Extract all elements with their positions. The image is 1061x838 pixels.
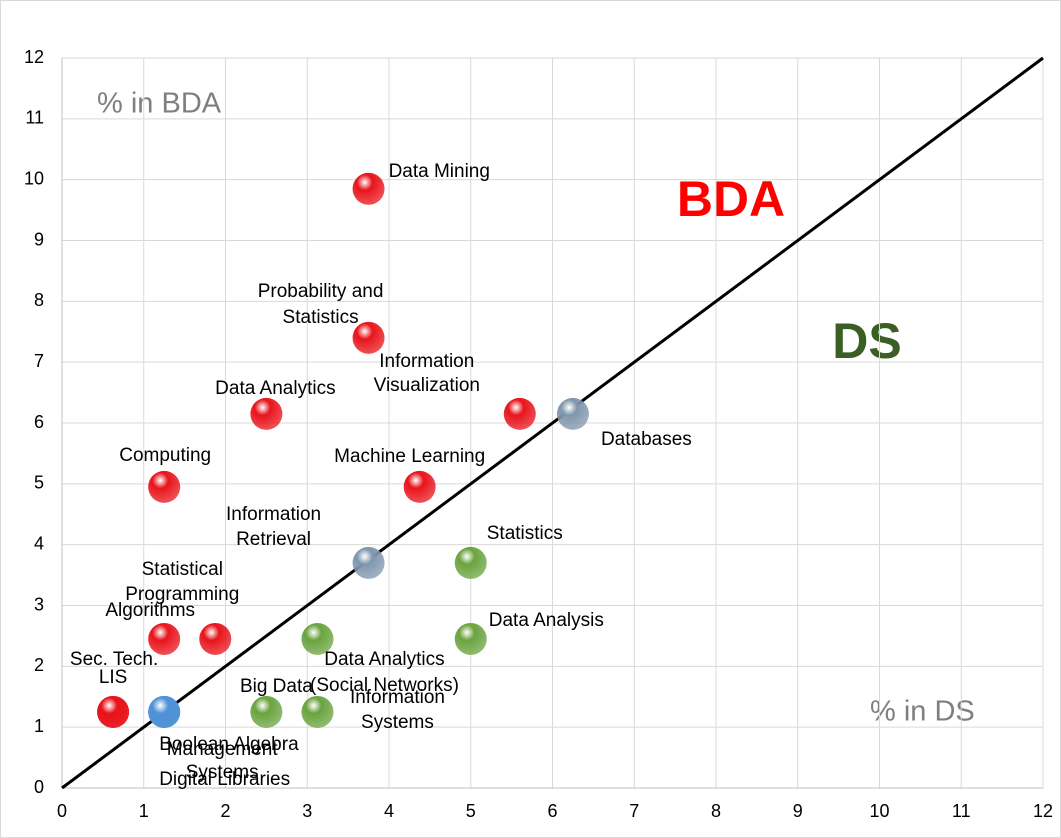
point: [556, 397, 589, 430]
point-label: Systems: [186, 762, 259, 783]
point-label: Systems: [361, 712, 434, 733]
x-tick-label: 6: [547, 801, 557, 821]
point: [199, 622, 232, 655]
y-tick-label: 12: [24, 47, 44, 67]
point-label: Data Analysis: [489, 610, 604, 631]
point-label: Boolean Algebra: [159, 734, 299, 755]
x-tick-label: 0: [57, 801, 67, 821]
y-tick-label: 2: [34, 655, 44, 675]
point: [301, 695, 334, 728]
x-tick-label: 3: [302, 801, 312, 821]
x-tick-label: 2: [220, 801, 230, 821]
point-label: Statistical: [142, 559, 223, 580]
point-label: Visualization: [374, 375, 480, 396]
region-label: DS: [832, 313, 901, 369]
y-tick-label: 10: [24, 168, 44, 188]
point: [97, 695, 130, 728]
point-label: Information: [379, 351, 474, 372]
x-tick-label: 1: [139, 801, 149, 821]
point: [148, 622, 181, 655]
point-label: Probability and: [258, 281, 384, 302]
point-label: Digital Libraries: [159, 769, 290, 790]
y-tick-label: 6: [34, 412, 44, 432]
point: [454, 622, 487, 655]
point-label: Data Analytics: [215, 378, 335, 399]
point-label: Computing: [119, 445, 211, 466]
x-tick-label: 12: [1033, 801, 1053, 821]
point-label: Sec. Tech.: [70, 649, 158, 670]
point-label: Retrieval: [236, 529, 311, 550]
x-axis-note: % in DS: [870, 696, 975, 728]
point-label: Statistics: [487, 523, 563, 544]
x-tick-label: 9: [793, 801, 803, 821]
y-tick-label: 8: [34, 290, 44, 310]
point-label: Algorithms: [105, 600, 195, 621]
point: [250, 695, 283, 728]
point: [352, 172, 385, 205]
point-label: Management: [167, 739, 279, 760]
point: [454, 546, 487, 579]
point-label: Databases: [601, 429, 692, 450]
y-tick-label: 11: [25, 108, 44, 128]
point-label: LIS: [99, 667, 128, 688]
y-tick-label: 3: [34, 594, 44, 614]
point-label: Statistics: [283, 307, 359, 328]
region-label: BDA: [677, 171, 785, 227]
point-label: Data Analytics: [324, 649, 444, 670]
point: [503, 397, 536, 430]
x-tick-label: 5: [466, 801, 476, 821]
x-tick-label: 4: [384, 801, 394, 821]
x-tick-label: 10: [869, 801, 889, 821]
point: [148, 695, 181, 728]
point: [250, 397, 283, 430]
point-label: Machine Learning: [334, 446, 485, 467]
x-tick-label: 8: [711, 801, 721, 821]
y-tick-label: 5: [34, 473, 44, 493]
point-label: Programming: [125, 584, 239, 605]
y-axis-note: % in BDA: [97, 88, 222, 120]
y-tick-label: 0: [34, 777, 44, 797]
x-tick-label: 11: [952, 801, 971, 821]
point-label: Data Mining: [389, 161, 490, 182]
y-tick-label: 1: [34, 716, 44, 736]
diagonal-line: [61, 56, 1044, 790]
point: [148, 470, 181, 503]
point: [352, 321, 385, 354]
y-tick-label: 7: [34, 351, 44, 371]
y-tick-label: 9: [34, 229, 44, 249]
point-label: Big Data: [240, 676, 313, 697]
point: [301, 622, 334, 655]
point: [403, 470, 436, 503]
x-tick-label: 7: [629, 801, 639, 821]
y-tick-label: 4: [34, 533, 44, 553]
point-label: Information: [226, 504, 321, 525]
point-label: Information: [350, 687, 445, 708]
point: [352, 546, 385, 579]
point-label: (Social Networks): [310, 675, 459, 696]
